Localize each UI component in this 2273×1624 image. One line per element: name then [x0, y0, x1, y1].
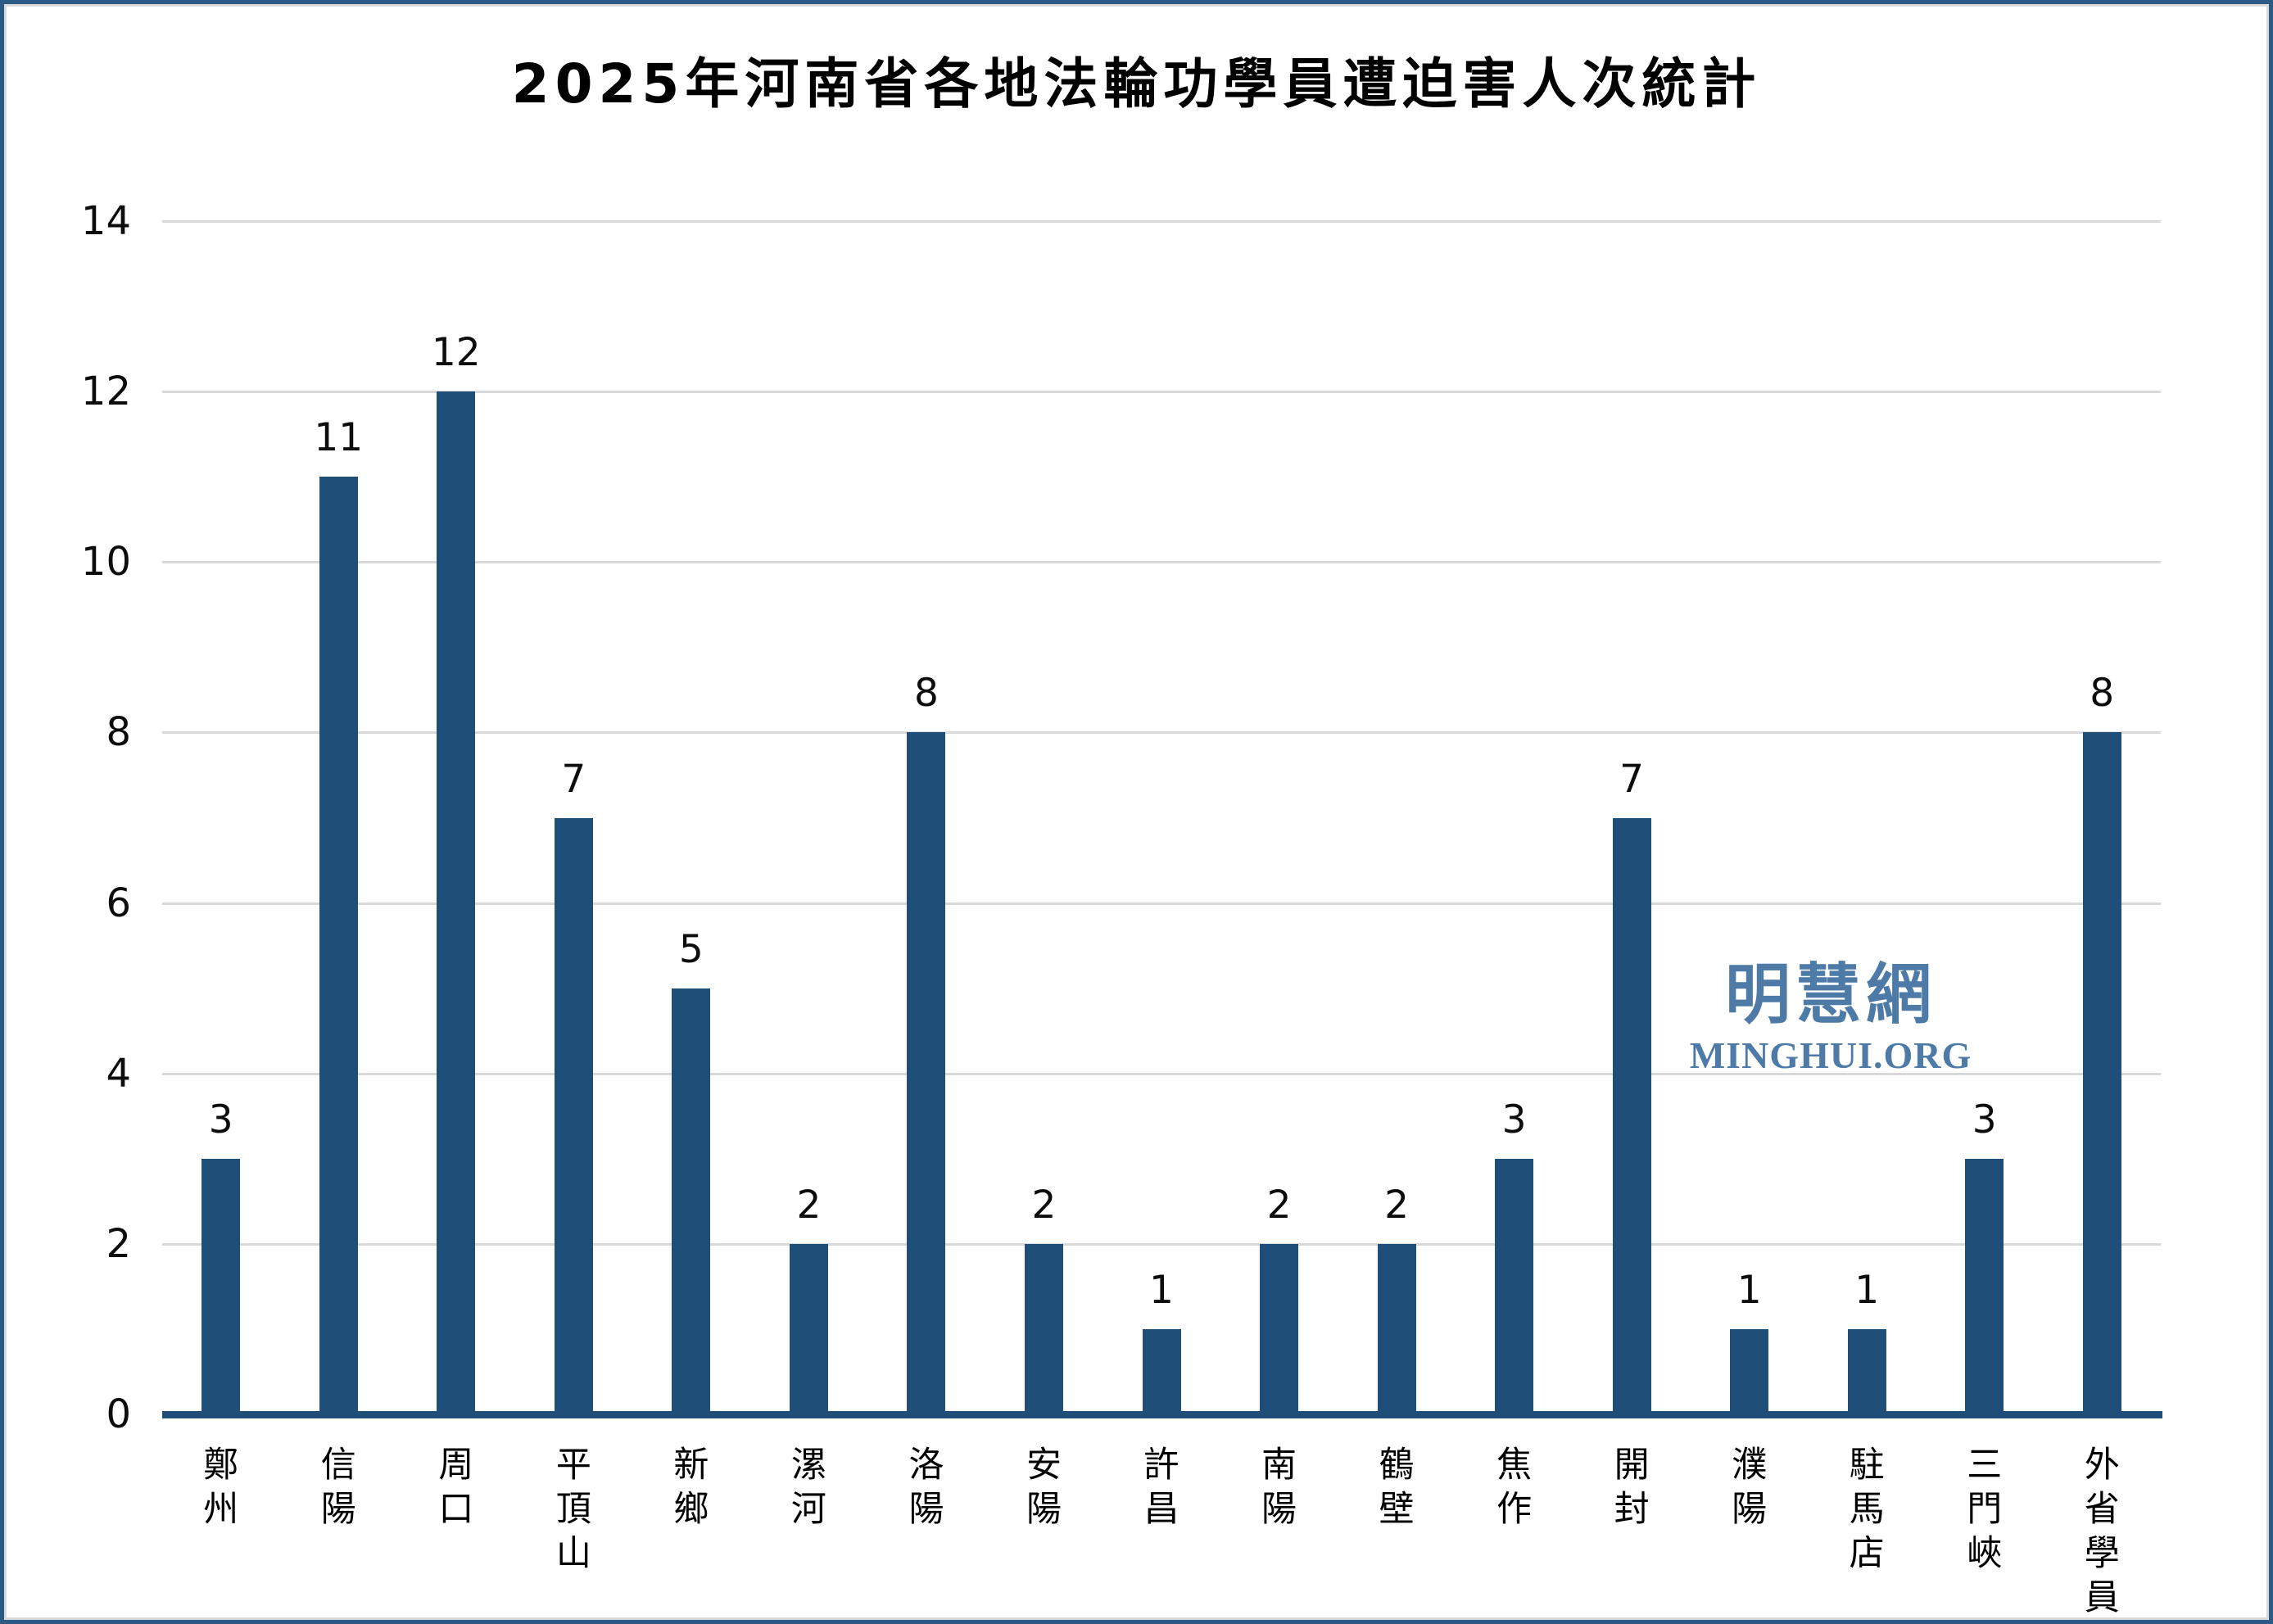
chart-title: 2025年河南省各地法輪功學員遭迫害人次統計 — [511, 52, 1762, 115]
x-category-label-洛陽: 洛 陽 — [908, 1445, 944, 1530]
y-tick-label-0: 0 — [106, 1391, 131, 1437]
bar-value-label-漯河: 2 — [796, 1182, 822, 1228]
y-tick-label-8: 8 — [106, 709, 131, 756]
bar-value-label-外省學員: 8 — [2090, 671, 2115, 717]
x-category-label-平頂山: 平 頂 山 — [555, 1445, 591, 1574]
bar-濮陽 — [1730, 1328, 1769, 1418]
gridline-y-2 — [162, 1242, 2161, 1246]
bar-安陽 — [1024, 1243, 1063, 1418]
gridline-y-8 — [162, 731, 2161, 735]
y-tick-label-10: 10 — [80, 539, 131, 586]
x-category-label-外省學員: 外 省 學 員 — [2084, 1445, 2120, 1618]
x-category-label-駐馬店: 駐 馬 店 — [1849, 1445, 1885, 1574]
bar-value-label-駐馬店: 1 — [1854, 1267, 1880, 1313]
bar-平頂山 — [554, 817, 593, 1418]
bar-value-label-許昌: 1 — [1149, 1267, 1174, 1313]
gridline-y-12 — [162, 391, 2161, 394]
y-tick-label-2: 2 — [106, 1220, 131, 1267]
bar-value-label-平頂山: 7 — [561, 756, 586, 802]
x-category-label-焦作: 焦 作 — [1496, 1445, 1533, 1530]
y-tick-label-14: 14 — [80, 198, 131, 244]
x-category-label-南陽: 南 陽 — [1261, 1445, 1297, 1530]
bar-南陽 — [1260, 1243, 1299, 1418]
bar-周口 — [437, 391, 476, 1418]
bar-value-label-三門峽: 3 — [1972, 1097, 1997, 1142]
x-category-label-濮陽: 濮 陽 — [1732, 1445, 1768, 1530]
gridline-y-4 — [162, 1072, 2161, 1075]
y-tick-label-12: 12 — [80, 369, 131, 415]
watermark: 明慧網 MINGHUI.ORG — [1667, 961, 1995, 1077]
bar-value-label-周口: 12 — [431, 330, 481, 376]
x-category-label-周口: 周 口 — [438, 1445, 474, 1530]
bar-漯河 — [789, 1243, 828, 1418]
x-category-label-新鄉: 新 鄉 — [673, 1445, 709, 1530]
bar-value-label-鶴壁: 2 — [1384, 1182, 1409, 1228]
x-category-label-信陽: 信 陽 — [320, 1445, 356, 1530]
x-category-label-鄭州: 鄭 州 — [203, 1445, 239, 1530]
watermark-latin-logo: MINGHUI.ORG — [1689, 1034, 1972, 1076]
bar-value-label-鄭州: 3 — [208, 1097, 233, 1142]
gridline-y-6 — [162, 902, 2161, 905]
bar-value-label-安陽: 2 — [1031, 1182, 1057, 1228]
bar-value-label-新鄉: 5 — [678, 926, 704, 972]
x-category-label-漯河: 漯 河 — [790, 1445, 826, 1530]
bar-開封 — [1612, 817, 1651, 1418]
bar-鶴壁 — [1377, 1243, 1416, 1418]
x-category-label-許昌: 許 昌 — [1143, 1445, 1180, 1530]
bar-value-label-焦作: 3 — [1501, 1097, 1527, 1142]
bar-外省學員 — [2082, 732, 2121, 1418]
bar-三門峽 — [1965, 1158, 2004, 1418]
bar-value-label-洛陽: 8 — [913, 671, 939, 717]
y-tick-label-6: 6 — [106, 880, 131, 926]
y-tick-label-4: 4 — [106, 1050, 131, 1097]
x-category-label-鶴壁: 鶴 壁 — [1379, 1445, 1415, 1530]
bar-許昌 — [1142, 1328, 1181, 1418]
gridline-y-14 — [162, 220, 2161, 223]
bar-value-label-濮陽: 1 — [1736, 1267, 1762, 1313]
gridline-y-10 — [162, 561, 2161, 564]
watermark-cjk-logo: 明慧網 — [1725, 957, 1936, 1033]
x-category-label-三門峽: 三 門 峽 — [1967, 1445, 2003, 1574]
bar-新鄉 — [672, 988, 711, 1418]
bar-洛陽 — [907, 732, 946, 1418]
bar-value-label-開封: 7 — [1619, 756, 1645, 802]
x-category-label-開封: 開 封 — [1614, 1445, 1650, 1530]
bar-鄭州 — [201, 1158, 241, 1418]
bar-value-label-南陽: 2 — [1266, 1182, 1292, 1228]
bar-駐馬店 — [1847, 1328, 1886, 1418]
bar-焦作 — [1495, 1158, 1534, 1418]
x-category-label-安陽: 安 陽 — [1026, 1445, 1062, 1530]
bar-value-label-信陽: 11 — [314, 415, 364, 461]
bar-信陽 — [319, 477, 358, 1418]
